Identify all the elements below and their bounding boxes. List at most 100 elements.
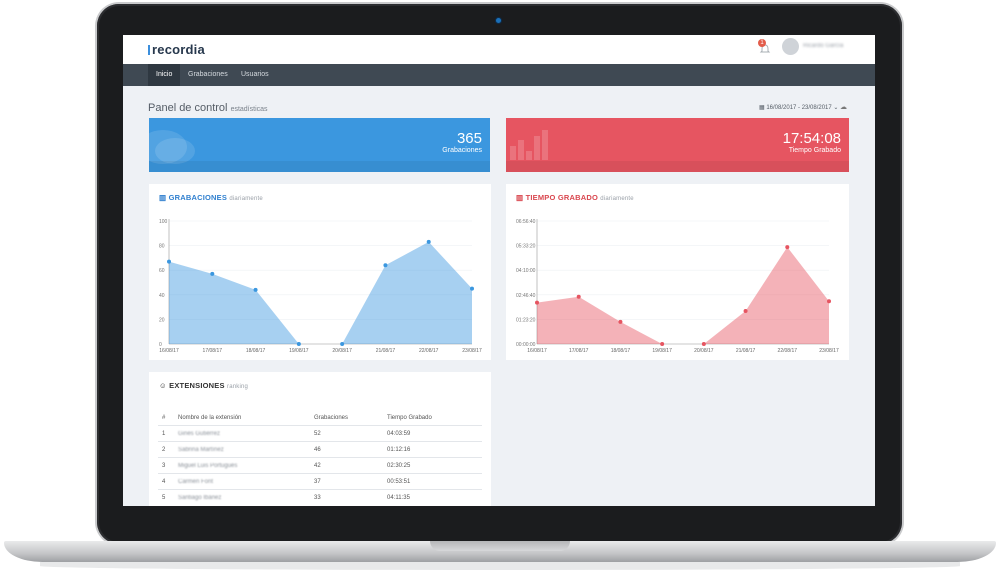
x-tick-label: 17/08/17 [203,348,223,354]
user-avatar[interactable] [782,38,799,55]
cell-time: 04:03:59 [383,425,482,442]
cell-rank: 3 [158,457,174,474]
table-header-row: # Nombre de la extensión Grabaciones Tie… [158,410,482,426]
extensions-subtitle: ranking [227,384,249,390]
data-point [167,259,171,264]
series-area [169,241,472,344]
cell-recordings: 37 [310,473,383,490]
stat-time: 17:54:08 Tiempo Grabado [506,118,849,172]
time-area-chart: 00:00:00 01:23:20 02:46:40 04:10:00 05:33:20… [516,219,839,354]
cell-recordings: 42 [310,457,383,474]
decorative-bar [534,136,540,160]
column-header: Tiempo Grabado [387,414,432,421]
y-tick-label: 01:23:20 [516,317,536,323]
cell-rank: 5 [158,489,174,505]
chevron-down-icon: ⌄ [833,105,839,111]
x-tick-label: 20/08/17 [694,348,714,354]
recordings-chart-subtitle: diariamente [229,196,263,202]
x-tick-label: 22/08/17 [778,348,798,354]
y-tick-label: 20 [159,317,165,323]
cell-name: Santiago Ibáñez [174,489,310,505]
bar-chart-icon: ▥ [159,193,167,202]
data-point [743,309,748,314]
data-point [296,342,301,346]
notification-badge: 1 [758,39,766,47]
data-point [535,300,539,305]
stat-recordings: 365 Grabaciones [149,118,490,172]
time-chart-card: ▥ TIEMPO GRABADO diariamente 00:00:00 01:… [506,184,849,360]
x-tick-label: 19/08/17 [652,348,672,354]
data-point [576,294,581,299]
data-point [660,342,665,346]
cell-name: Sabrina Martínez [174,441,310,458]
decorative-bar [510,146,516,160]
date-range-picker[interactable]: ▦ 16/08/2017 - 23/08/2017 ⌄ [759,104,838,111]
camera-dot [496,18,501,23]
x-tick-label: 19/08/17 [289,348,309,354]
x-tick-label: 21/08/17 [736,348,756,354]
cell-recordings: 46 [310,441,383,458]
page-subtitle: estadísticas [230,106,268,113]
table-row[interactable]: 4 Carmen Font 37 00:53:51 [158,473,482,490]
app-logo[interactable]: recordia [148,42,205,57]
user-name[interactable]: Ricardo García [803,43,844,49]
logo-text: recordia [152,42,205,57]
laptop-notch [430,541,570,551]
data-point [426,239,431,244]
y-tick-label: 06:56:40 [516,219,536,225]
bell-icon[interactable]: 1 [758,39,771,54]
time-chart-title-text: TIEMPO GRABADO [525,193,598,202]
data-point [253,287,258,292]
series-area [537,247,829,344]
x-tick-label: 21/08/17 [376,348,396,354]
y-tick-label: 40 [159,293,165,299]
cell-rank: 2 [158,441,174,458]
recordings-area-chart: 0 20 40 60 80 100 16/08/17 17/08/17 18/08/17 19/0… [159,219,482,354]
x-tick-label: 23/08/17 [819,348,839,354]
bar-chart-icon: ▥ [516,193,524,202]
x-tick-label: 23/08/17 [462,348,482,354]
data-point [618,319,623,324]
table-row[interactable]: 5 Santiago Ibáñez 33 04:11:35 [158,489,482,505]
data-point [701,342,706,346]
extensions-title: ☺ EXTENSIONES ranking [159,381,248,390]
table-row[interactable]: 3 Miguel Luis Portugués 42 02:30:25 [158,457,482,474]
page-title: Panel de control estadísticas [148,102,268,114]
stat-time-value: 17:54:08 [782,130,841,147]
stat-time-label: Tiempo Grabado [788,147,841,154]
y-tick-label: 05:33:20 [516,244,536,250]
column-header: Nombre de la extensión [178,414,242,421]
laptop-base [4,541,996,562]
y-tick-label: 00:00:00 [516,342,536,348]
decorative-bar [542,130,548,160]
x-tick-label: 20/08/17 [332,348,352,354]
stat-recordings-label: Grabaciones [442,147,482,154]
stat-recordings-value: 365 [456,130,482,147]
cell-name: Ginés Gutiérrez [174,425,310,442]
y-tick-label: 02:46:40 [516,293,536,299]
table-row[interactable]: 1 Ginés Gutiérrez 52 04:03:59 [158,425,482,442]
cloud-download-icon[interactable]: ☁ [840,104,847,111]
table-row[interactable]: 2 Sabrina Martínez 46 01:12:16 [158,441,482,458]
data-point [785,245,790,250]
logo-mark [148,45,150,55]
date-range-text: 16/08/2017 - 23/08/2017 [766,105,832,111]
x-tick-label: 17/08/17 [569,348,589,354]
main-nav: Inicio Grabaciones Usuarios [123,64,875,86]
calendar-icon: ▦ [759,105,765,111]
time-chart-title: ▥ TIEMPO GRABADO diariamente [516,193,634,202]
cell-time: 00:53:51 [383,473,482,490]
stat-strip [506,161,849,172]
cell-name: Carmen Font [174,473,310,490]
top-bar: recordia 1 Ricardo García [123,35,875,64]
data-point [827,299,831,304]
nav-item-inicio[interactable]: Inicio [148,64,181,86]
nav-item-grabaciones[interactable]: Grabaciones [188,71,228,78]
x-tick-label: 18/08/17 [611,348,631,354]
x-tick-label: 16/08/17 [527,348,547,354]
nav-item-usuarios[interactable]: Usuarios [241,71,269,78]
recordings-chart-title: ▥ GRABACIONES diariamente [159,193,263,202]
column-header: Grabaciones [314,414,349,421]
page-title-text: Panel de control [148,102,228,114]
decorative-bar [526,151,532,160]
